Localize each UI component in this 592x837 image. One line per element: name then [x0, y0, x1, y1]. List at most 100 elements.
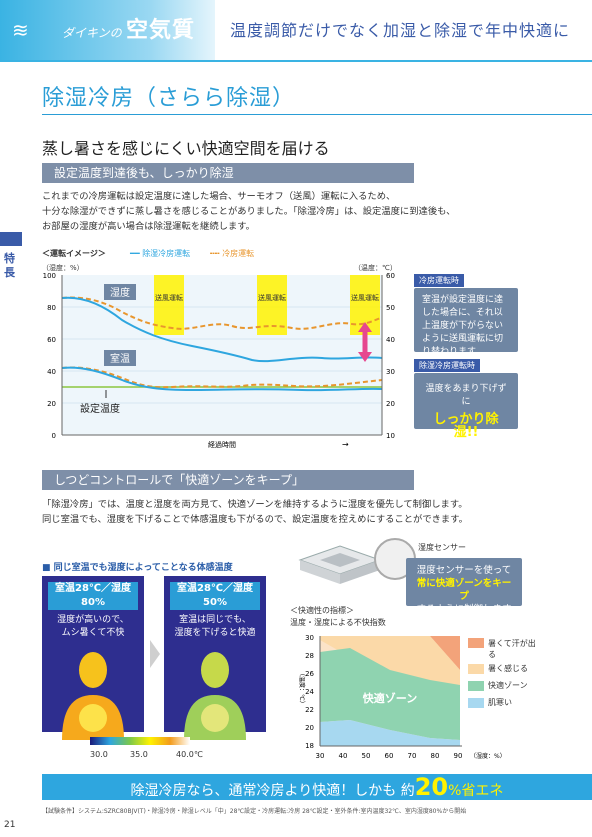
- section2-line: 「除湿冷房」では、温度と湿度を両方見て、快適ゾーンを維持するように湿度を優先して…: [42, 499, 468, 510]
- callout-bottom-line1: 温度をあまり下げずに: [425, 384, 507, 407]
- section1-line: 十分な除湿ができずに蒸し暑さを感じることがありました。「除湿冷房」は、設定温度に…: [42, 206, 456, 217]
- left-tick-label: 80: [47, 304, 56, 312]
- thermo-image-humid: 室温28℃／湿度80% 湿度が高いので、 ムシ暑くて不快: [42, 576, 144, 740]
- comfort-y-tick: 22: [305, 706, 314, 714]
- sensor-label: 湿度センサー: [418, 543, 466, 552]
- title-underline: [42, 114, 592, 115]
- section1-line: これまでの冷房運転は設定温度に達した場合、サーモオフ（送風）運転に入るため、: [42, 191, 396, 202]
- left-tick-label: 20: [47, 400, 56, 408]
- sensor-callout: 湿度センサーを使って 常に快適ゾーンをキープ するように制御します: [406, 558, 522, 615]
- temp-cooling-line: [61, 366, 383, 389]
- header-divider: [0, 60, 592, 62]
- section1-line: お部屋の湿度が高い場合は除湿運転を継続します。: [42, 221, 255, 232]
- callout-bottom-line2: しっかり除湿!!: [433, 412, 499, 440]
- callout-bottom-box: 温度をあまり下げずに しっかり除湿!!: [414, 373, 518, 439]
- scale-mid: 35.0: [130, 750, 148, 759]
- left-tick-label: 40: [47, 368, 56, 376]
- banner-num: 20: [414, 773, 449, 801]
- right-tick-label: 50: [386, 304, 395, 312]
- difference-arrow-head: [358, 352, 372, 362]
- thermo-left-label: 室温28℃／湿度80%: [48, 582, 138, 610]
- comfort-subtitle: 温度・湿度による不快指数: [290, 618, 386, 627]
- chart-left-axis-label: （湿度：%）: [42, 264, 84, 272]
- comfort-x-tick: 70: [408, 752, 417, 760]
- thermo-right-cap1: 室温は同じでも、: [179, 615, 251, 625]
- side-tab-marker: [0, 232, 22, 246]
- sensor-callout-line3: するように制御します: [416, 604, 512, 615]
- section1-heading: 蒸し暑さを感じにくい快適空間を届ける: [42, 139, 330, 158]
- brand-big: 空気質: [126, 18, 196, 43]
- comfort-y-tick: 26: [305, 670, 314, 678]
- comfort-y-tick: 24: [305, 688, 314, 696]
- side-tab-label: 特長: [4, 252, 15, 279]
- thermo-image-comfort: 室温28℃／湿度50% 室温は同じでも、 湿度を下げると快適: [164, 576, 266, 740]
- thermo-left-cap2: ムシ暑くて不快: [61, 628, 125, 638]
- legend-swatch-comfort: [468, 680, 484, 691]
- thermo-right-cap2: 湿度を下げると快適: [174, 628, 256, 638]
- thermo-title: ■ 同じ室温でも湿度によってことなる体感温度: [42, 563, 233, 573]
- legend-cooling: ╍╍ 冷房運転: [210, 248, 254, 259]
- legend-item: 快適ゾーン: [468, 680, 538, 691]
- operation-chart: 送風運転 送風運転 送風運転 100 80 60 40 20 0 60 50 4…: [43, 272, 395, 449]
- legend-label: 快適ゾーン: [488, 681, 528, 690]
- section1-bar: 設定温度到達後も、しっかり除湿: [42, 163, 414, 183]
- scale-max: 40.0℃: [176, 750, 203, 759]
- sensor-callout-line1: 湿度センサーを使って: [416, 565, 512, 576]
- comfort-zone-chart: 快適ゾーン 30 28 26 24 22 20 18 30 40 50 60 7…: [298, 634, 506, 760]
- left-tick-label: 60: [47, 336, 56, 344]
- comfort-y-tick: 18: [305, 742, 314, 750]
- body-thermal-hot: [62, 652, 124, 740]
- scale-min: 30.0: [90, 750, 108, 759]
- comfort-x-tick: 50: [362, 752, 371, 760]
- legend-dehumid-label: 除湿冷房運転: [142, 249, 191, 258]
- right-tick-label: 60: [386, 272, 395, 280]
- comfort-x-tick: 40: [339, 752, 348, 760]
- savings-banner: 除湿冷房なら、通常冷房より快適！しかも 約20%省エネ: [42, 774, 592, 800]
- page-number: 21: [4, 820, 16, 830]
- legend-label: 暑く感じる: [488, 664, 528, 673]
- comfort-y-tick: 28: [305, 652, 314, 660]
- comfort-x-tick: 90: [454, 752, 463, 760]
- difference-arrow-head: [358, 322, 372, 332]
- temperature-scale-bar: [90, 737, 190, 745]
- temp-dehumid-line: [61, 366, 383, 392]
- comfort-legend: 暑くて汗が出る 暑く感じる 快適ゾーン 肌寒い: [468, 638, 538, 708]
- body-thermal-cool: [184, 652, 246, 740]
- wave-icon: ≋: [12, 18, 29, 42]
- room-temp-label: 室温: [110, 352, 130, 365]
- section1-paragraph: これまでの冷房運転は設定温度に達した場合、サーモオフ（送風）運転に入るため、 十…: [42, 189, 455, 234]
- zone-comfort: [320, 648, 460, 740]
- legend-dehumid: ━━ 除湿冷房運転: [130, 248, 190, 259]
- banner-post: %省エネ: [448, 783, 504, 799]
- comfort-x-unit: （湿度：%）: [470, 752, 506, 760]
- legend-item: 肌寒い: [468, 697, 538, 708]
- right-tick-label: 10: [386, 432, 395, 440]
- humidity-label-box: [104, 284, 136, 300]
- zone-cool: [320, 720, 460, 746]
- fan-band: [154, 275, 184, 335]
- callout-top-text: 室温が設定温度に達した場合に、それ以上温度が下がらないように送風運転に切り替わり…: [414, 288, 518, 357]
- comfort-y-tick: 20: [305, 724, 314, 732]
- right-tick-label: 30: [386, 368, 395, 376]
- left-tick-label: 0: [52, 432, 56, 440]
- header-tagline: 温度調節だけでなく加湿と除湿で年中快適に: [230, 21, 571, 40]
- comfort-x-tick: 30: [316, 752, 325, 760]
- x-axis-arrow: →: [342, 440, 349, 449]
- sensor-callout-line2: 常に快適ゾーンをキープ: [416, 578, 512, 602]
- legend-item: 暑くて汗が出る: [468, 638, 538, 660]
- humidity-dehumid-line: [61, 296, 383, 363]
- footnote: 【試験条件】システム:SZRC80BJV(T)・除湿冷房・除湿レベル「中」28℃…: [42, 808, 467, 815]
- header-brand-band: [0, 0, 215, 60]
- compare-arrow-icon: [150, 640, 160, 668]
- comfort-x-tick: 60: [385, 752, 394, 760]
- fan-band-label: 送風運転: [155, 293, 183, 302]
- legend-dehumid-line-icon: ━━: [130, 249, 140, 258]
- legend-label: 暑くて汗が出る: [488, 639, 536, 659]
- ceiling-ac-unit-icon: [298, 545, 382, 584]
- thermo-right-label: 室温28℃／湿度50%: [170, 582, 260, 610]
- room-temp-label-box: [104, 350, 136, 366]
- legend-cooling-line-icon: ╍╍: [210, 249, 220, 258]
- legend-swatch-hot: [468, 663, 484, 674]
- right-tick-label: 20: [386, 400, 395, 408]
- callout-top-tag: 冷房運転時: [414, 274, 464, 287]
